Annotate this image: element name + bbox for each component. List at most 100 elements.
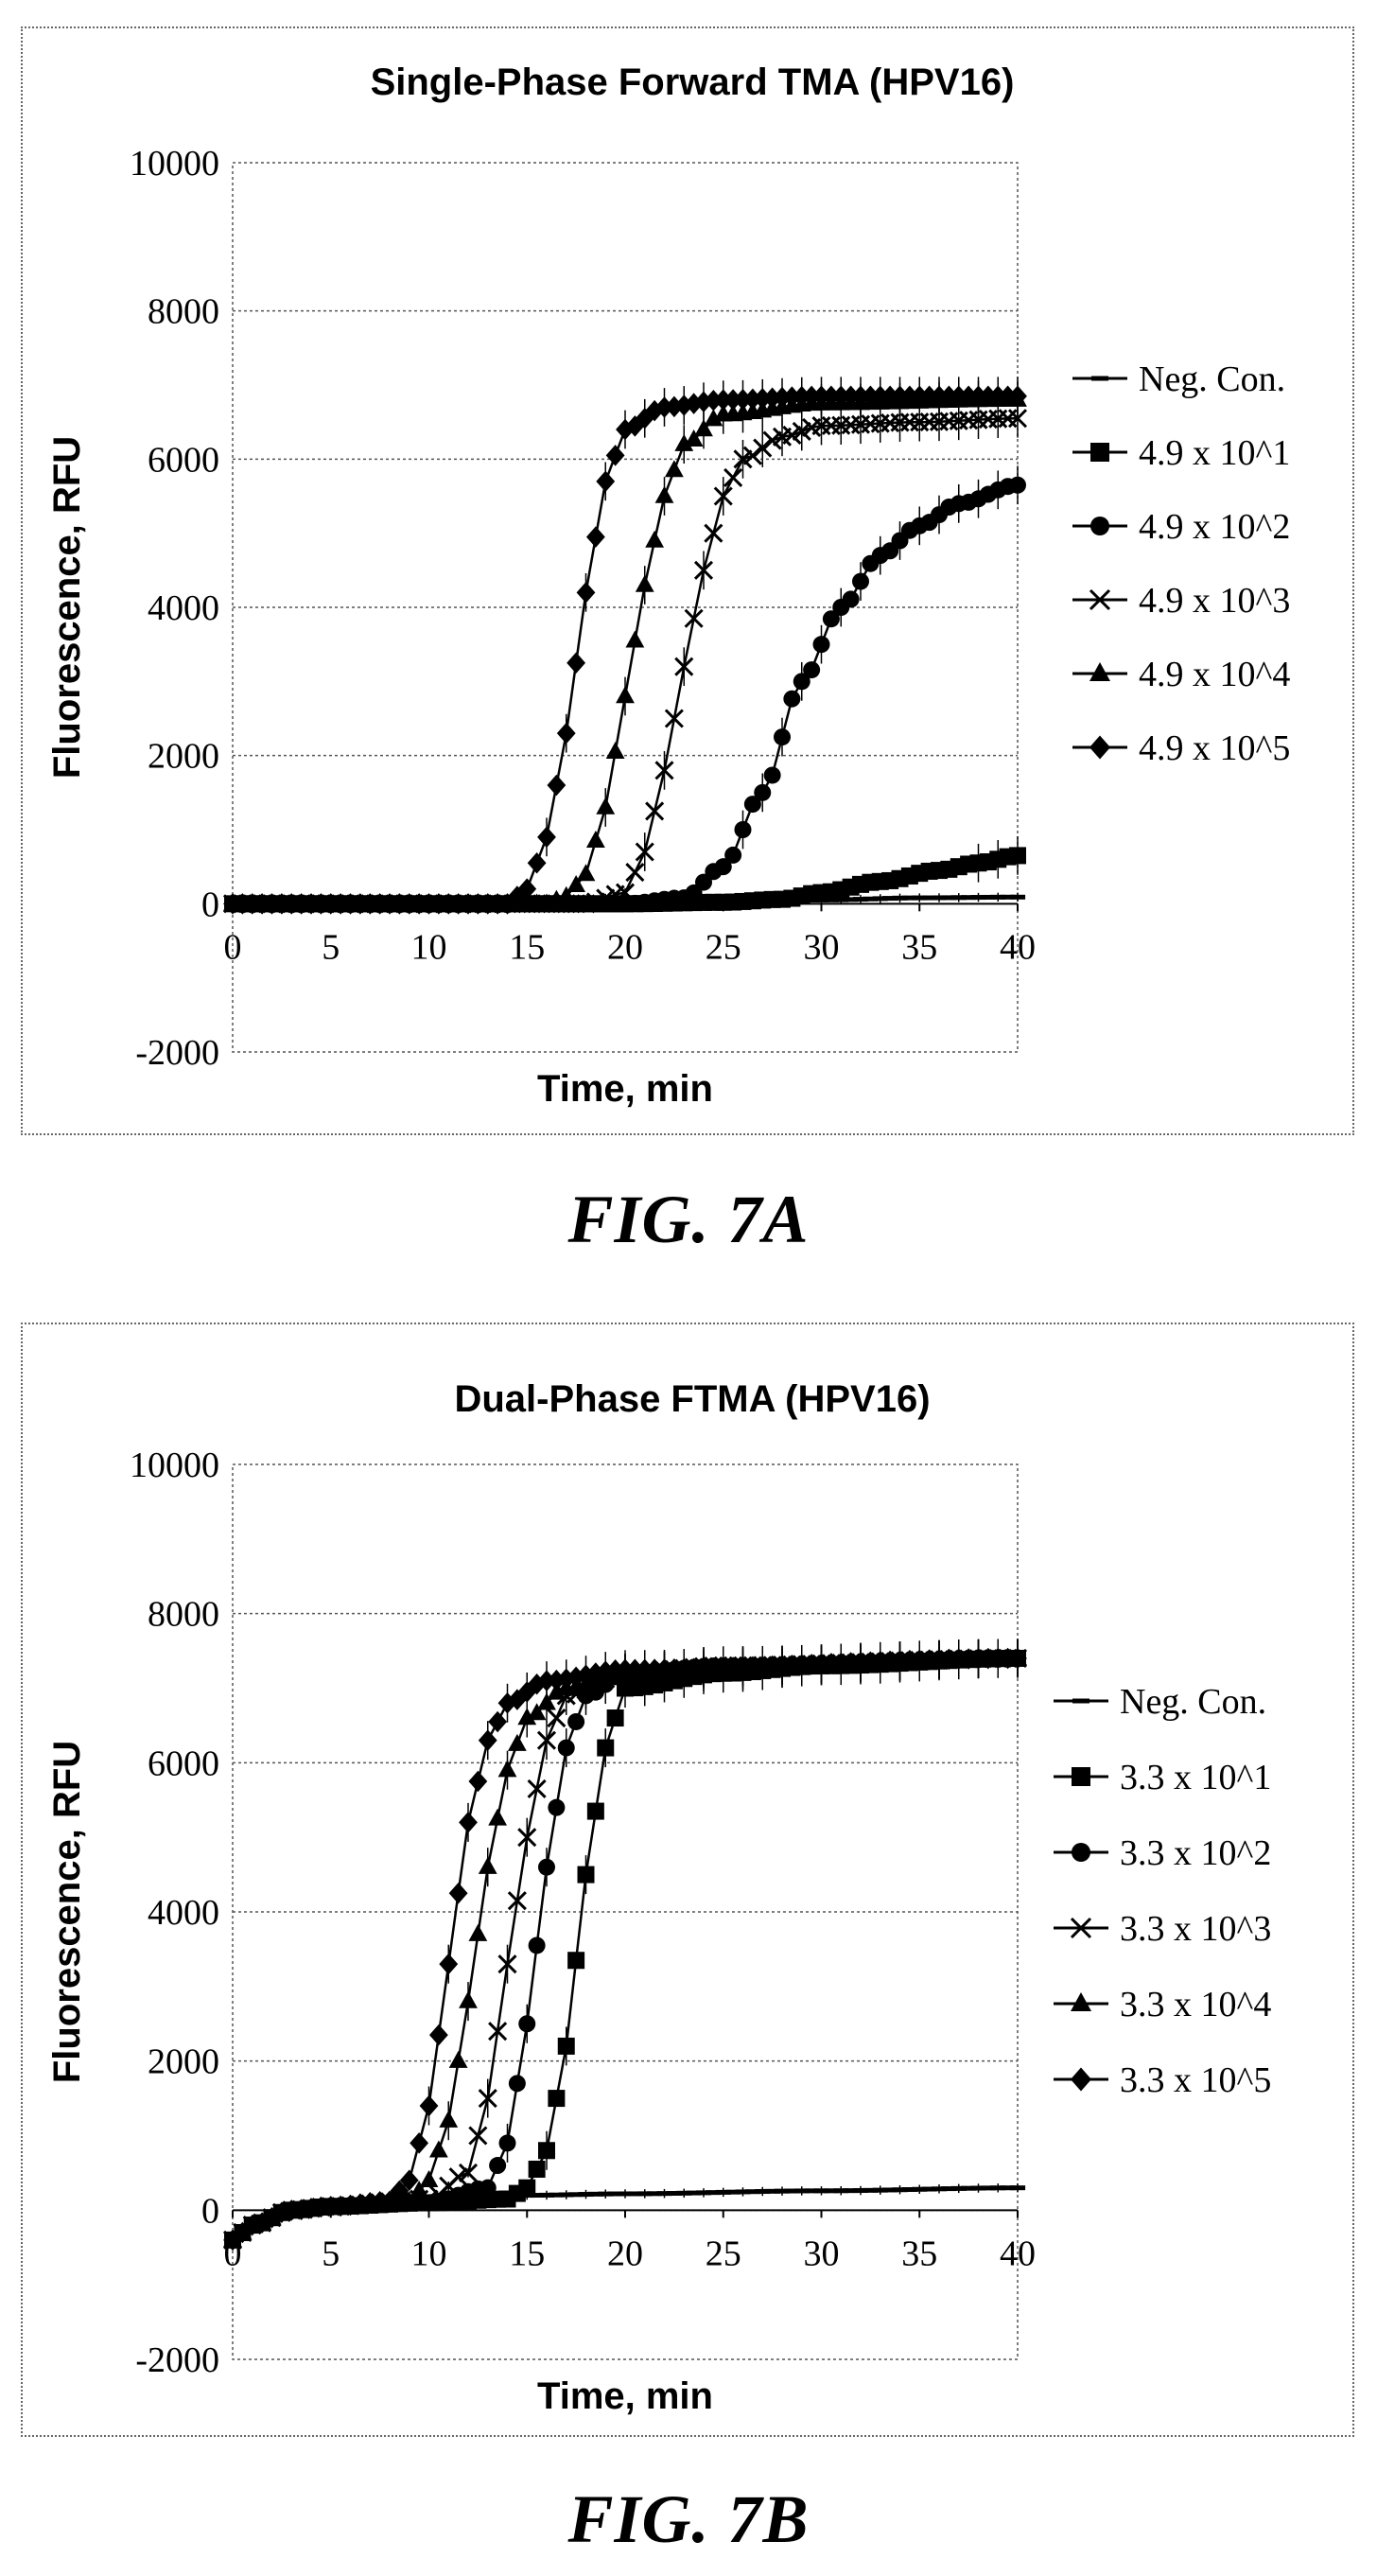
- data-point: [636, 2191, 653, 2197]
- data-point: [489, 2157, 507, 2175]
- legend-label: 3.3 x 10^3: [1120, 1909, 1271, 1949]
- data-point: [517, 1681, 537, 1703]
- chart-panel-7a: Single-Phase Forward TMA (HPV16) -2000 0 20…: [21, 26, 1354, 1135]
- y-tick-label: 8000: [148, 292, 219, 332]
- data-point: [792, 385, 811, 408]
- data-point: [566, 652, 586, 674]
- data-point: [428, 893, 448, 915]
- data-point: [340, 2194, 360, 2217]
- data-point: [735, 2189, 751, 2195]
- data-point: [990, 894, 1006, 900]
- data-point: [528, 1936, 546, 1954]
- data-point: [645, 801, 665, 821]
- x-tick-label: 40: [1000, 927, 1036, 967]
- legend-marker: [1089, 588, 1111, 611]
- data-point: [890, 1650, 910, 1672]
- data-point: [370, 893, 390, 915]
- series-3: [222, 1638, 1028, 2250]
- data-point: [754, 783, 772, 801]
- data-point: [968, 385, 988, 407]
- x-tick-label: 0: [224, 927, 242, 967]
- data-point: [1009, 847, 1026, 865]
- data-point: [715, 2189, 731, 2195]
- data-point: [311, 893, 331, 915]
- data-point: [793, 673, 811, 691]
- data-point: [892, 2187, 908, 2193]
- data-point: [693, 560, 714, 580]
- data-point: [448, 2050, 468, 2068]
- data-point: [1000, 2185, 1016, 2191]
- series-line: [232, 1656, 1018, 2241]
- data-point: [271, 893, 291, 915]
- data-point: [843, 897, 859, 902]
- data-point: [1009, 476, 1026, 494]
- data-point: [439, 1953, 459, 1975]
- data-point: [802, 1654, 822, 1675]
- data-point: [684, 608, 704, 628]
- series-line: [233, 417, 1019, 905]
- data-point: [841, 385, 861, 407]
- data-point: [507, 1891, 527, 1911]
- data-point: [841, 1652, 861, 1674]
- data-point: [282, 893, 302, 915]
- data-point: [686, 2190, 702, 2196]
- data-point: [596, 797, 616, 815]
- data-point: [410, 2132, 429, 2154]
- data-point: [921, 2186, 937, 2192]
- y-tick-label: 6000: [148, 440, 219, 480]
- data-point: [488, 1710, 508, 1733]
- data-point: [704, 523, 723, 543]
- series-1: [224, 1638, 1026, 2249]
- data-point: [380, 893, 399, 915]
- data-point: [468, 893, 488, 915]
- y-tick-label: 0: [201, 2191, 219, 2231]
- figure-label-7b: FIG. 7B: [567, 2481, 810, 2557]
- x-tick-label: 25: [706, 2234, 741, 2273]
- data-point: [508, 2075, 526, 2093]
- legend-label: 3.3 x 10^2: [1120, 1833, 1271, 1873]
- data-point: [674, 1657, 694, 1680]
- data-point: [978, 1647, 998, 1670]
- data-point: [733, 1656, 753, 1678]
- data-point: [507, 1689, 527, 1710]
- data-point: [852, 572, 869, 590]
- data-point: [647, 2191, 663, 2197]
- data-point: [350, 893, 370, 915]
- data-point: [762, 1655, 782, 1677]
- legend-label: 3.3 x 10^5: [1120, 2060, 1271, 2100]
- data-point: [980, 2185, 996, 2191]
- data-point: [833, 897, 849, 902]
- data-point: [617, 2191, 634, 2197]
- x-tick-label: 10: [411, 927, 447, 967]
- data-point: [882, 896, 898, 902]
- legend-marker: [1090, 517, 1109, 535]
- x-tick-label: 30: [804, 2234, 840, 2273]
- data-point: [823, 2188, 839, 2194]
- data-point: [645, 530, 665, 548]
- data-point: [782, 1654, 802, 1676]
- legend-label: 4.9 x 10^2: [1139, 507, 1290, 547]
- data-point: [939, 1648, 959, 1671]
- data-point: [852, 897, 869, 902]
- data-point: [706, 2190, 722, 2196]
- legend-label: 4.9 x 10^4: [1139, 655, 1290, 694]
- series-line: [232, 1656, 1018, 2241]
- data-point: [998, 385, 1018, 407]
- data-point: [970, 895, 986, 901]
- y-tick-label: 8000: [148, 1595, 219, 1635]
- data-point: [568, 2192, 584, 2198]
- data-point: [547, 1682, 566, 1700]
- data-point: [742, 1656, 762, 1678]
- x-tick-label: 40: [1000, 2234, 1036, 2273]
- data-point: [961, 2185, 977, 2191]
- data-point: [538, 2192, 555, 2198]
- data-point: [674, 433, 694, 451]
- data-point: [321, 2196, 340, 2217]
- data-point: [843, 2188, 859, 2194]
- data-point: [576, 582, 596, 604]
- data-point: [538, 1858, 555, 1876]
- data-point: [880, 385, 900, 407]
- data-point: [813, 2188, 829, 2194]
- data-point: [537, 1692, 556, 1710]
- data-point: [674, 657, 694, 676]
